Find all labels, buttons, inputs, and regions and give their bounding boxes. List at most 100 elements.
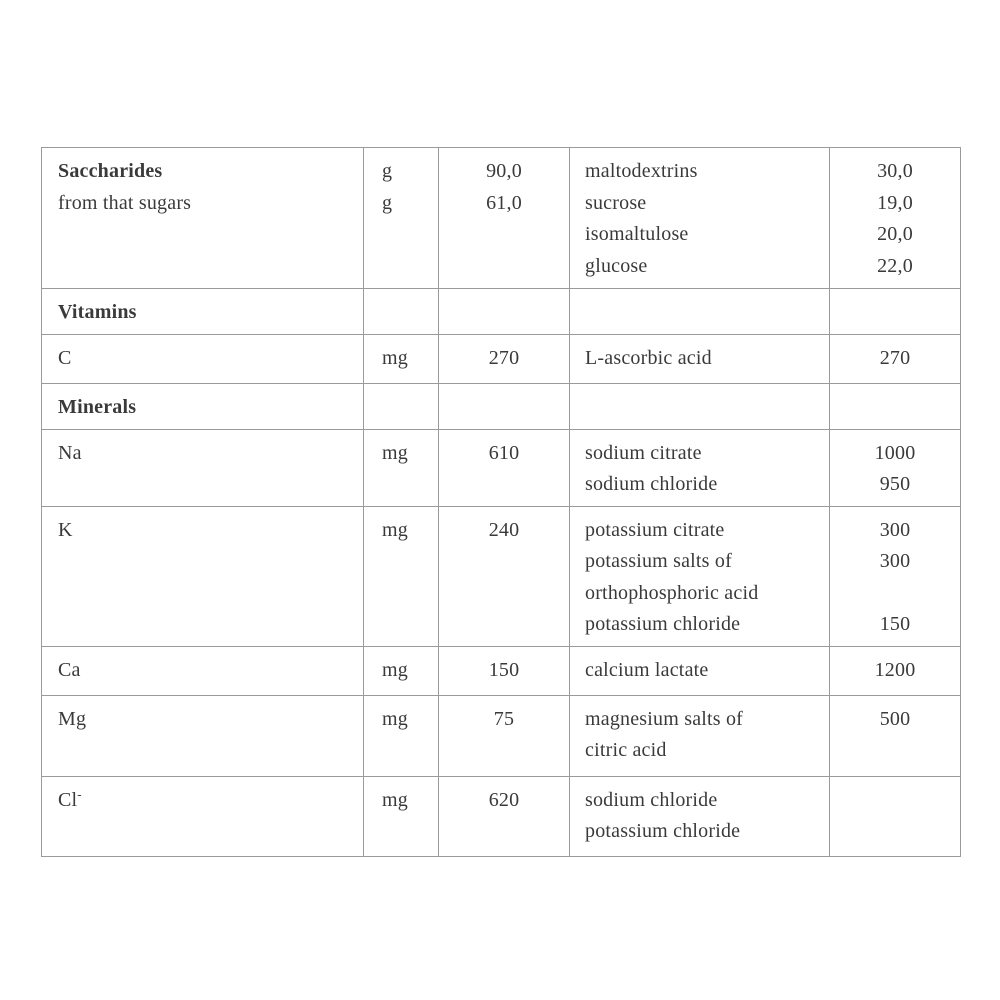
component-name: orthophosphoric acid [585, 581, 759, 604]
cell-components [569, 288, 830, 335]
cell-nutrient-name: Mg [41, 694, 364, 777]
component-amount [830, 578, 960, 610]
row-label: C [58, 346, 72, 369]
superscript-minus: - [77, 785, 82, 801]
cell-unit [363, 288, 439, 335]
cell-unit: mg [363, 428, 439, 507]
cell-component-amounts [829, 288, 961, 335]
cell-components: sodium chloride potassium chloride [569, 775, 830, 857]
component-name: citric acid [585, 739, 667, 761]
cell-nutrient-name: K [41, 505, 364, 647]
row-label: Mg [58, 707, 87, 730]
amount-value: 610 [488, 441, 520, 464]
amount-value: 240 [488, 518, 520, 541]
cell-component-amounts: 30,0 19,0 20,0 22,0 [829, 147, 961, 289]
cell-component-amounts [829, 382, 961, 430]
cell-section-header: Minerals [41, 382, 364, 430]
component-amount: 1200 [874, 658, 916, 681]
component-amount: 150 [879, 613, 911, 635]
component-amount: 270 [879, 346, 911, 369]
table-row-magnesium: Mg mg 75 magnesium salts of citric acid … [41, 694, 961, 777]
unit-value: mg [382, 788, 408, 811]
cell-components [569, 382, 830, 430]
component-name: magnesium salts of [585, 707, 744, 730]
cell-component-amounts: 300 300 150 [829, 505, 961, 647]
component-name: sodium chloride [585, 473, 718, 495]
cell-amount [438, 382, 570, 430]
table-row-saccharides: Saccharides from that sugars g g 90,0 61… [41, 147, 961, 289]
table-row-potassium: K mg 240 potassium citrate potassium sal… [41, 505, 961, 647]
amount-value: 61,0 [486, 191, 522, 214]
cell-amount: 90,0 61,0 [438, 147, 570, 289]
unit-value: mg [382, 441, 408, 464]
component-amount: 20,0 [877, 223, 913, 245]
row-label: K [58, 518, 73, 541]
cell-nutrient-name: Saccharides from that sugars [41, 147, 364, 289]
component-amount: 1000 [874, 441, 916, 464]
cell-components: sodium citrate sodium chloride [569, 428, 830, 507]
table-row-vitamins-header: Vitamins [41, 288, 961, 335]
cell-nutrient-name: Cl- [41, 775, 364, 857]
component-amount: 950 [879, 473, 911, 495]
cell-nutrient-name: Na [41, 428, 364, 507]
cell-component-amounts [829, 775, 961, 857]
cell-unit: mg [363, 645, 439, 696]
cell-unit: mg [363, 333, 439, 384]
table-row-minerals-header: Minerals [41, 382, 961, 430]
cell-amount: 610 [438, 428, 570, 507]
table-row-chloride: Cl- mg 620 sodium chloride potassium chl… [41, 775, 961, 857]
cell-components: calcium lactate [569, 645, 830, 696]
cell-unit [363, 382, 439, 430]
cell-component-amounts: 500 [829, 694, 961, 777]
amount-value: 270 [488, 346, 520, 369]
section-title: Minerals [58, 395, 137, 418]
unit-value: mg [382, 346, 408, 369]
component-name: sucrose [585, 191, 647, 214]
component-name: L-ascorbic acid [585, 346, 712, 369]
component-name: potassium salts of [585, 550, 732, 572]
table-row-calcium: Ca mg 150 calcium lactate 1200 [41, 645, 961, 696]
component-name: sodium citrate [585, 441, 702, 464]
unit-value: mg [382, 658, 408, 681]
component-name: maltodextrins [585, 160, 698, 182]
amount-value: 75 [493, 707, 515, 730]
cell-unit: mg [363, 505, 439, 647]
nutrition-table: Saccharides from that sugars g g 90,0 61… [41, 147, 961, 857]
cell-component-amounts: 270 [829, 333, 961, 384]
row-label: Ca [58, 658, 81, 681]
table-row-vitamin-c: C mg 270 L-ascorbic acid 270 [41, 333, 961, 384]
section-title: Vitamins [58, 301, 137, 323]
cell-amount [438, 288, 570, 335]
table-row-sodium: Na mg 610 sodium citrate sodium chloride… [41, 428, 961, 507]
amount-value: 620 [488, 788, 520, 811]
cell-unit: mg [363, 694, 439, 777]
component-name: calcium lactate [585, 658, 709, 681]
cell-components: potassium citrate potassium salts of ort… [569, 505, 830, 647]
cell-component-amounts: 1200 [829, 645, 961, 696]
cell-section-header: Vitamins [41, 288, 364, 335]
component-amount: 500 [879, 707, 911, 730]
unit-value: mg [382, 707, 408, 730]
component-amount: 19,0 [877, 191, 913, 214]
component-amount: 300 [879, 550, 911, 572]
cell-amount: 75 [438, 694, 570, 777]
cell-amount: 150 [438, 645, 570, 696]
unit-value: mg [382, 518, 408, 541]
amount-value: 150 [488, 658, 520, 681]
cell-unit: mg [363, 775, 439, 857]
cell-amount: 240 [438, 505, 570, 647]
cell-components: maltodextrins sucrose isomaltulose gluco… [569, 147, 830, 289]
component-name: isomaltulose [585, 223, 689, 245]
amount-value: 90,0 [486, 160, 522, 182]
cell-nutrient-name: Ca [41, 645, 364, 696]
component-name: sodium chloride [585, 788, 718, 811]
component-name: potassium chloride [585, 820, 741, 842]
component-name: potassium citrate [585, 518, 725, 541]
cell-components: L-ascorbic acid [569, 333, 830, 384]
cell-amount: 620 [438, 775, 570, 857]
unit-value: g [382, 191, 393, 214]
cell-nutrient-name: C [41, 333, 364, 384]
unit-value: g [382, 160, 393, 182]
component-amount: 30,0 [877, 160, 913, 182]
